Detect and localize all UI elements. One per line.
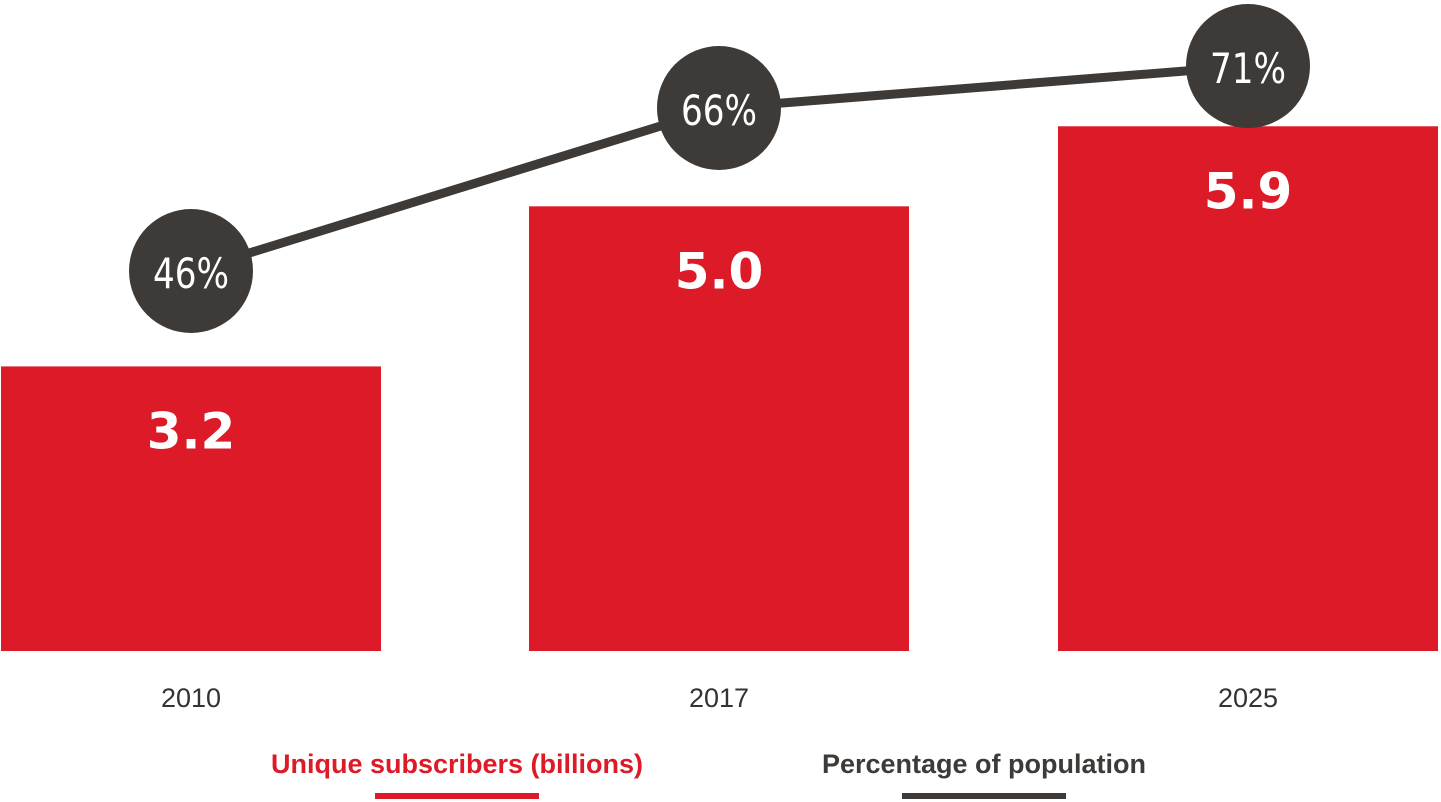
x-tick-label: 2017 xyxy=(689,683,749,713)
legend-label: Percentage of population xyxy=(822,749,1146,779)
point-value-label: 46% xyxy=(153,249,229,298)
line-series: 46% 66% 71% xyxy=(129,4,1310,333)
bar-value-label: 5.0 xyxy=(675,242,764,300)
bar-2017 xyxy=(529,206,909,651)
legend-swatch xyxy=(902,793,1066,799)
legend-label: Unique subscribers (billions) xyxy=(271,749,643,779)
x-axis-ticks: 2010 2017 2025 xyxy=(161,683,1278,713)
bar-value-label: 3.2 xyxy=(147,402,236,460)
x-tick-label: 2025 xyxy=(1218,683,1278,713)
x-tick-label: 2010 xyxy=(161,683,221,713)
point-value-label: 66% xyxy=(681,86,757,135)
bar-2025 xyxy=(1058,126,1438,652)
point-2010 xyxy=(129,209,253,333)
point-value-label: 71% xyxy=(1210,44,1286,93)
legend-swatch xyxy=(375,793,539,799)
legend: Unique subscribers (billions) Percentage … xyxy=(271,749,1146,799)
point-2025 xyxy=(1186,4,1310,128)
bar-series: 3.2 5.0 5.9 xyxy=(1,126,1438,652)
bar-value-label: 5.9 xyxy=(1204,162,1293,220)
bar-2010 xyxy=(1,366,381,651)
point-2017 xyxy=(657,46,781,170)
